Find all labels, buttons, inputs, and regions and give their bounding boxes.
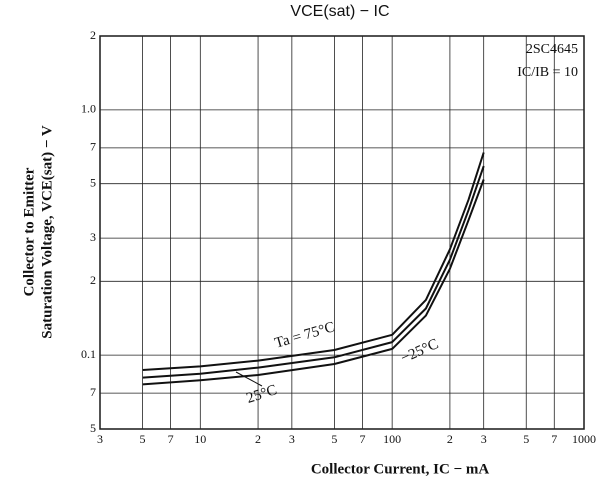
y-tick-label: 7: [90, 385, 96, 399]
y-axis-label: Saturation Voltage, VCE(sat) − V: [39, 125, 55, 339]
y-tick-label: 1.0: [81, 102, 96, 116]
y-tick-label: 3: [90, 230, 96, 244]
chart-title: VCE(sat) − IC: [290, 3, 389, 20]
x-tick-label: 7: [551, 432, 557, 446]
data-line: [142, 165, 485, 379]
data-line: [142, 179, 485, 386]
data-line: [142, 152, 485, 371]
x-tick-label: 2: [447, 432, 453, 446]
y-tick-label: 2: [90, 273, 96, 287]
x-tick-label: 3: [97, 432, 103, 446]
y-tick-label: 2: [90, 28, 96, 42]
annotation: IC/IB = 10: [517, 65, 578, 80]
x-tick-label: 2: [255, 432, 261, 446]
y-tick-label: 7: [90, 140, 96, 154]
y-axis-label: Collector to Emitter: [21, 167, 37, 296]
y-tick-label: 5: [90, 175, 96, 189]
annotation: 2SC4645: [526, 42, 578, 57]
x-tick-label: 1000: [572, 432, 596, 446]
series-label: 25°C: [245, 382, 279, 407]
plot-frame: [99, 35, 585, 430]
x-tick-label: 100: [383, 432, 401, 446]
x-tick-label: 7: [359, 432, 365, 446]
x-tick-label: 3: [481, 432, 487, 446]
series-label: −25°C: [398, 336, 441, 367]
x-tick-label: 5: [331, 432, 337, 446]
x-axis-label: Collector Current, IC − mA: [311, 461, 490, 477]
x-tick-label: 5: [523, 432, 529, 446]
series-label: Ta = 75°C: [273, 319, 337, 351]
x-tick-label: 7: [168, 432, 174, 446]
x-tick-label: 3: [289, 432, 295, 446]
x-tick-label: 10: [194, 432, 206, 446]
x-tick-label: 5: [140, 432, 146, 446]
y-tick-label: 5: [90, 421, 96, 435]
y-tick-label: 0.1: [81, 347, 96, 361]
